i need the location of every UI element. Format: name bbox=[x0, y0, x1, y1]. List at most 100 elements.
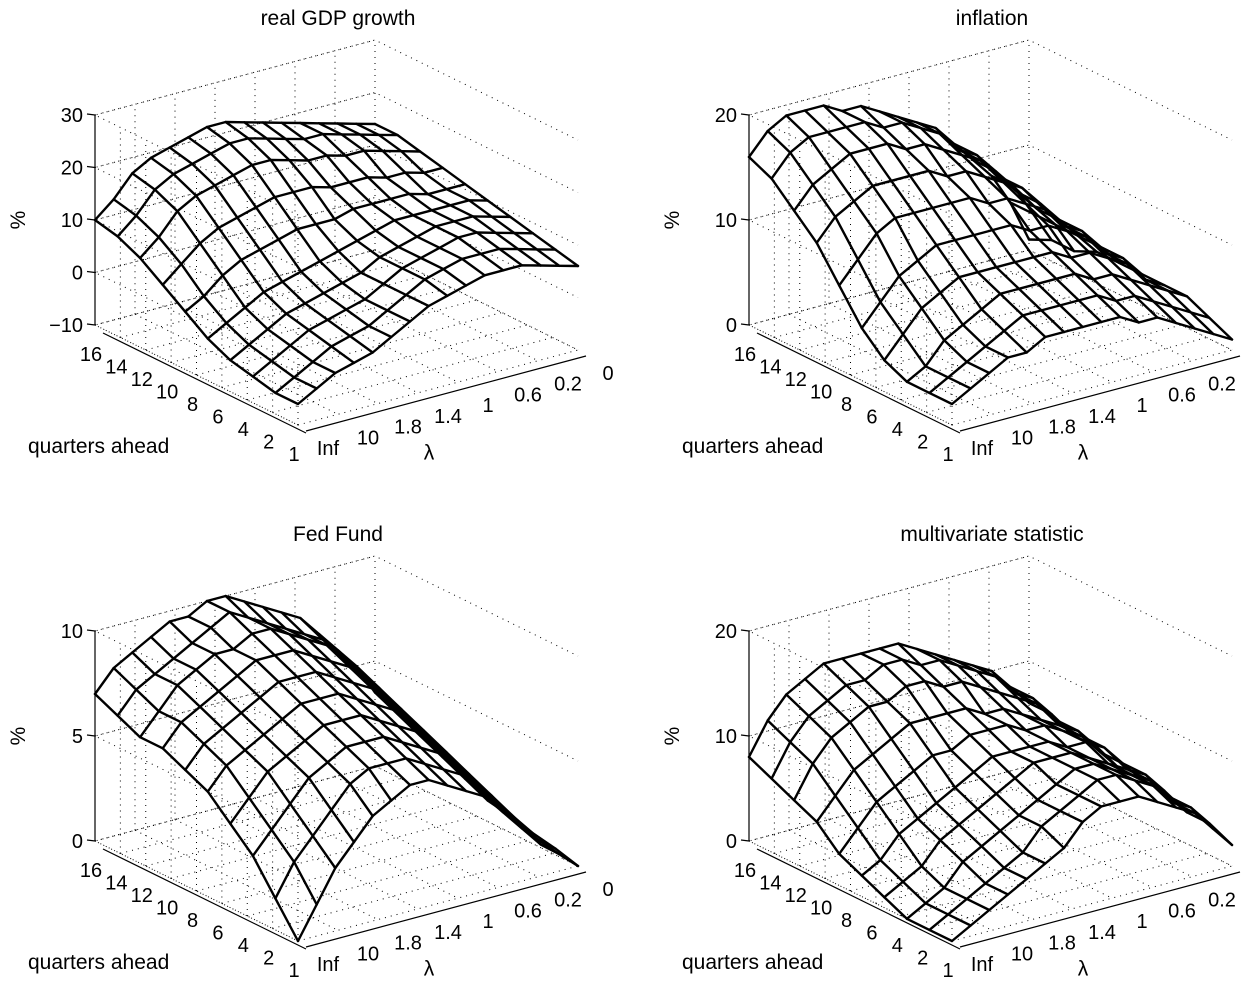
chart-panel-4: multivariate statistic20100%161412108642… bbox=[661, 523, 1241, 982]
surface-line bbox=[747, 755, 954, 943]
x-tick-label: 4 bbox=[892, 935, 903, 957]
surface-line bbox=[205, 599, 412, 787]
grid-line bbox=[901, 840, 1182, 917]
surface-line bbox=[243, 121, 449, 297]
surface-line bbox=[928, 294, 1211, 395]
y-tick-label: 0 bbox=[602, 879, 613, 901]
surface-line bbox=[274, 757, 557, 900]
grid-line bbox=[875, 312, 1157, 388]
grid-line bbox=[748, 555, 1233, 657]
surface-mesh bbox=[747, 642, 1234, 943]
surface-line bbox=[251, 231, 535, 378]
surface-line bbox=[131, 651, 337, 870]
surface-line bbox=[243, 600, 449, 787]
x-tick-label: 2 bbox=[917, 432, 928, 454]
z-tick-label: 20 bbox=[715, 105, 737, 127]
surface-line bbox=[822, 662, 1028, 881]
surface-line bbox=[168, 146, 374, 354]
y-tick-label: 1.8 bbox=[1048, 933, 1076, 955]
x-tick-label: 2 bbox=[263, 432, 274, 454]
y-tick-label: 0.6 bbox=[1168, 384, 1196, 406]
y-tick-label: 1.4 bbox=[434, 922, 462, 944]
grid-line bbox=[868, 292, 1073, 394]
surface-line bbox=[837, 196, 1121, 287]
surface-line bbox=[149, 635, 356, 844]
grid-lines bbox=[747, 39, 1233, 426]
x-axis-label: quarters ahead bbox=[28, 435, 169, 458]
x-tick-label: 8 bbox=[841, 910, 852, 932]
grid-line bbox=[221, 312, 503, 388]
surface-line bbox=[224, 594, 430, 782]
surface-line bbox=[934, 653, 1140, 798]
grid-line bbox=[120, 778, 401, 854]
z-tick-label: 0 bbox=[726, 315, 737, 337]
grid-line bbox=[93, 92, 376, 268]
surface-line bbox=[317, 122, 524, 267]
surface-line bbox=[841, 109, 1047, 339]
z-tick bbox=[86, 839, 96, 842]
z-tick-label: 10 bbox=[715, 210, 737, 232]
y-tick-label: 0.2 bbox=[554, 374, 582, 396]
surface-mesh bbox=[93, 594, 580, 943]
x-axis-label: quarters ahead bbox=[682, 951, 823, 974]
surface-line bbox=[803, 109, 1010, 359]
chart-title: inflation bbox=[956, 7, 1028, 30]
y-tick-label: 0.6 bbox=[514, 384, 542, 406]
chart-title: Fed Fund bbox=[293, 523, 383, 546]
x-tick-label: 8 bbox=[187, 910, 198, 932]
z-tick-label: 20 bbox=[715, 621, 737, 643]
grid-line bbox=[748, 249, 1233, 351]
grid-line bbox=[774, 778, 1055, 854]
y-tick-label: 1.8 bbox=[394, 417, 422, 439]
grid-line bbox=[93, 555, 376, 732]
surface-line bbox=[915, 121, 1122, 319]
x-tick-label: 14 bbox=[105, 357, 127, 379]
surface-line bbox=[168, 620, 374, 818]
surface-line bbox=[990, 669, 1196, 815]
x-tick-label: 1 bbox=[942, 960, 953, 982]
surface-mesh bbox=[747, 104, 1234, 406]
surface-line bbox=[93, 218, 300, 406]
y-tick-label: Inf bbox=[317, 954, 340, 976]
y-tick-label: Inf bbox=[317, 438, 340, 460]
y-tick-label: 0.6 bbox=[1168, 900, 1196, 922]
grid-line bbox=[221, 828, 503, 904]
y-tick-label: 1.8 bbox=[1048, 417, 1076, 439]
surface-line bbox=[261, 121, 468, 287]
y-axis bbox=[305, 355, 587, 432]
x-tick-label: 14 bbox=[759, 357, 781, 379]
x-tick-label: 1 bbox=[288, 960, 299, 982]
x-tick-label: 4 bbox=[892, 419, 903, 441]
x-tick-label: 10 bbox=[810, 898, 832, 920]
x-tick-label: 16 bbox=[80, 860, 102, 882]
surface-line bbox=[897, 642, 1103, 808]
surface-line bbox=[224, 120, 430, 308]
surface-line bbox=[261, 605, 468, 793]
grid-line bbox=[748, 39, 1233, 141]
surface-line bbox=[841, 657, 1047, 865]
y-tick-label: 0 bbox=[602, 363, 613, 385]
y-axis-label: λ bbox=[424, 957, 435, 980]
surface-line bbox=[183, 182, 467, 313]
y-tick-label: 1 bbox=[482, 911, 493, 933]
y-axis bbox=[305, 871, 587, 948]
grid-line bbox=[247, 840, 528, 917]
surface-line bbox=[859, 652, 1066, 850]
grid-line bbox=[901, 324, 1182, 401]
x-tick-label: 1 bbox=[942, 444, 953, 466]
z-tick bbox=[740, 629, 750, 632]
surface-line bbox=[299, 616, 505, 814]
x-tick-label: 16 bbox=[734, 860, 756, 882]
surface-line bbox=[815, 707, 1098, 823]
chart-panel-1: real GDP growth3020100−10%1614121086421q… bbox=[7, 7, 614, 466]
surface-line bbox=[747, 104, 1031, 241]
grid-line bbox=[94, 39, 579, 141]
grid-line bbox=[93, 765, 376, 942]
surface-line bbox=[766, 719, 972, 927]
z-axis-label: % bbox=[661, 211, 684, 230]
z-tick bbox=[86, 165, 96, 169]
y-tick-label: 1.4 bbox=[1088, 922, 1116, 944]
y-axis-label: λ bbox=[424, 441, 435, 464]
x-axis-label: quarters ahead bbox=[682, 435, 823, 458]
